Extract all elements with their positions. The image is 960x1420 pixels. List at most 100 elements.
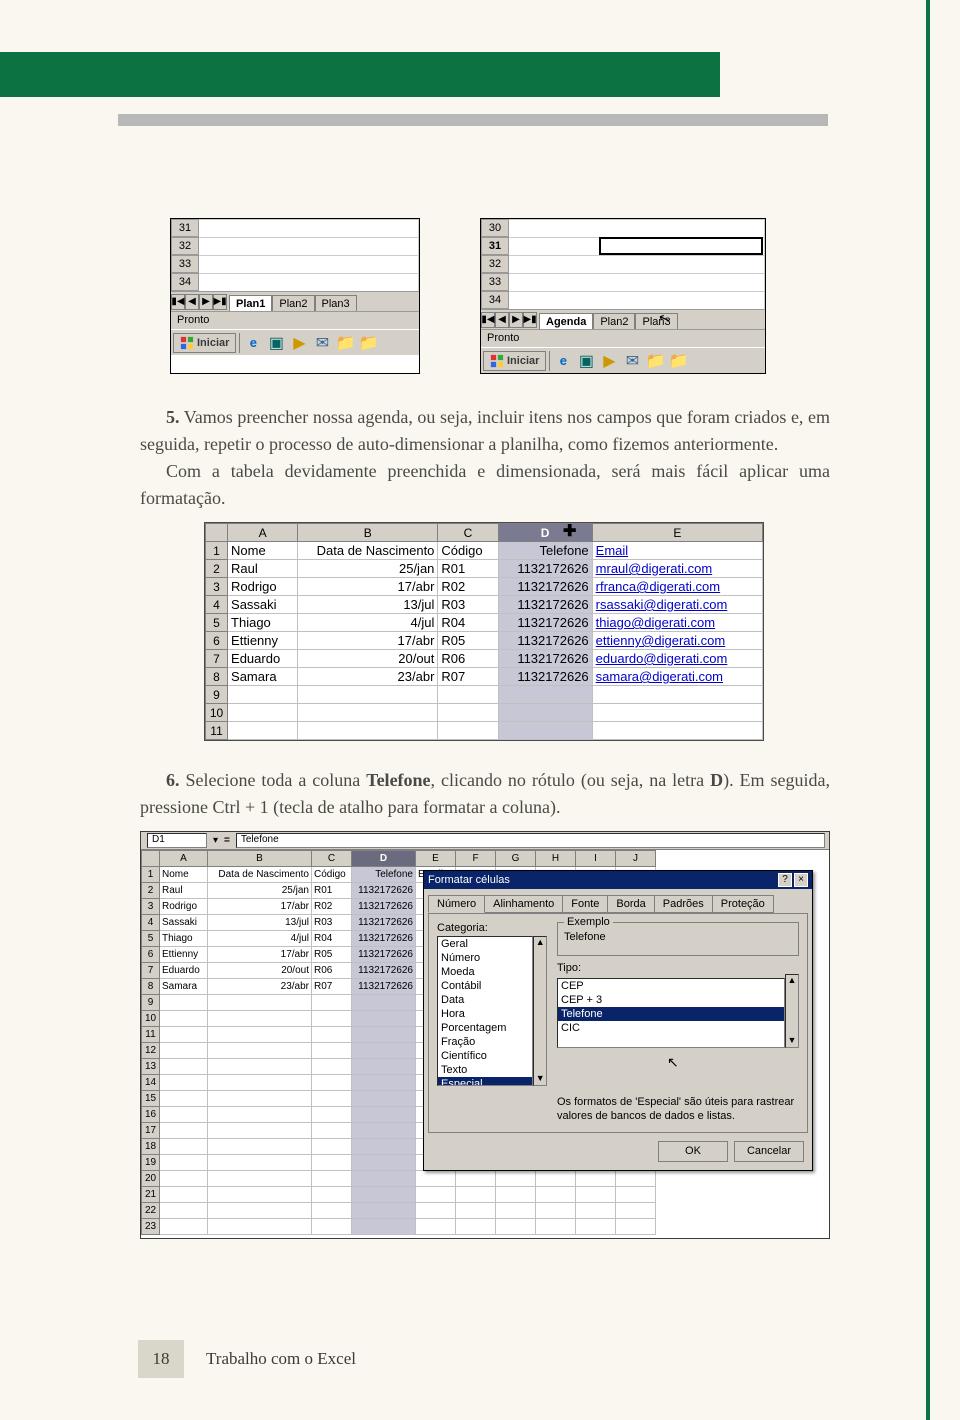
cell[interactable]: Código — [312, 867, 352, 883]
dialog-tab[interactable]: Padrões — [654, 895, 713, 913]
cell[interactable] — [208, 1059, 312, 1075]
cell[interactable]: R03 — [312, 915, 352, 931]
row-header[interactable]: 10 — [206, 704, 228, 722]
cell[interactable] — [208, 1139, 312, 1155]
row-header[interactable]: 8 — [206, 668, 228, 686]
cell[interactable]: R01 — [438, 560, 498, 578]
row-header[interactable]: 7 — [206, 650, 228, 668]
cell[interactable] — [160, 1059, 208, 1075]
cell[interactable]: R07 — [312, 979, 352, 995]
cell[interactable]: R04 — [312, 931, 352, 947]
cell[interactable]: R06 — [312, 963, 352, 979]
row-header[interactable]: 4 — [206, 596, 228, 614]
cell[interactable] — [208, 1123, 312, 1139]
cell[interactable]: 1132172626 — [498, 668, 592, 686]
cell[interactable] — [352, 995, 416, 1011]
col-header[interactable]: E — [592, 524, 762, 542]
tab-nav-buttons-2[interactable]: ▮◀◀▶▶▮ — [481, 312, 537, 328]
cell[interactable]: 13/jul — [298, 596, 438, 614]
cell[interactable]: 1132172626 — [498, 632, 592, 650]
cell[interactable] — [438, 722, 498, 740]
cell[interactable]: 1132172626 — [352, 883, 416, 899]
cell[interactable] — [312, 1027, 352, 1043]
cell[interactable] — [160, 1139, 208, 1155]
cell[interactable] — [228, 704, 298, 722]
folder-icon[interactable]: 📁 — [645, 351, 665, 371]
row-header[interactable]: 2 — [206, 560, 228, 578]
cell[interactable]: Nome — [228, 542, 298, 560]
row-header[interactable]: 34 — [481, 291, 509, 309]
cell[interactable] — [298, 686, 438, 704]
cell[interactable] — [312, 1075, 352, 1091]
cell[interactable]: Telefone — [498, 542, 592, 560]
cell[interactable]: 1132172626 — [498, 650, 592, 668]
cell[interactable]: R02 — [312, 899, 352, 915]
cell[interactable]: 17/abr — [208, 947, 312, 963]
category-item[interactable]: Fração — [438, 1035, 532, 1049]
row-header[interactable]: 1 — [142, 867, 160, 883]
cell[interactable] — [208, 1043, 312, 1059]
cell[interactable]: Telefone — [352, 867, 416, 883]
type-item[interactable]: CIC — [558, 1021, 784, 1035]
category-item[interactable]: Texto — [438, 1063, 532, 1077]
cell[interactable] — [312, 1171, 352, 1187]
category-item[interactable]: Moeda — [438, 965, 532, 979]
cell[interactable]: Ettienny — [160, 947, 208, 963]
cell[interactable]: 1132172626 — [498, 614, 592, 632]
row-header[interactable]: 8 — [142, 979, 160, 995]
cell[interactable] — [352, 1203, 416, 1219]
cell[interactable] — [160, 1043, 208, 1059]
cell[interactable]: 20/out — [298, 650, 438, 668]
cell[interactable] — [498, 722, 592, 740]
col-header[interactable]: B — [208, 851, 312, 867]
category-item[interactable]: Especial — [438, 1077, 532, 1086]
cell[interactable]: mraul@digerati.com — [592, 560, 762, 578]
cell[interactable] — [312, 1203, 352, 1219]
cell[interactable] — [160, 1219, 208, 1235]
dialog-tab[interactable]: Fonte — [562, 895, 608, 913]
taskbar[interactable]: Iniciar e ▣ ▶ ✉ 📁 📁 — [171, 329, 419, 355]
cell[interactable] — [208, 1155, 312, 1171]
category-item[interactable]: Científico — [438, 1049, 532, 1063]
col-header[interactable]: D — [498, 524, 592, 542]
sheet-tabs-2[interactable]: ▮◀◀▶▶▮ Agenda Plan2 Plan3 — [481, 309, 765, 329]
row-header[interactable]: 31 — [171, 219, 199, 237]
cell[interactable]: 1132172626 — [498, 578, 592, 596]
cell[interactable]: 20/out — [208, 963, 312, 979]
cell[interactable]: Sassaki — [228, 596, 298, 614]
category-item[interactable]: Data — [438, 993, 532, 1007]
cell[interactable] — [312, 1091, 352, 1107]
cell[interactable]: 4/jul — [298, 614, 438, 632]
cell[interactable]: rsassaki@digerati.com — [592, 596, 762, 614]
cell[interactable] — [352, 1171, 416, 1187]
col-header[interactable]: C — [312, 851, 352, 867]
cell[interactable] — [160, 1123, 208, 1139]
cell[interactable]: Email — [592, 542, 762, 560]
row-header[interactable]: 13 — [142, 1059, 160, 1075]
dialog-tab[interactable]: Alinhamento — [484, 895, 563, 913]
name-box-field[interactable]: D1 — [147, 833, 207, 848]
cell[interactable] — [160, 1107, 208, 1123]
row-header[interactable]: 11 — [142, 1027, 160, 1043]
cell[interactable] — [160, 1091, 208, 1107]
tab-plan3[interactable]: Plan3 — [315, 295, 357, 311]
category-item[interactable]: Número — [438, 951, 532, 965]
dialog-tab[interactable]: Número — [428, 895, 485, 913]
dialog-close-icon[interactable]: × — [794, 873, 808, 887]
row-header[interactable]: 21 — [142, 1187, 160, 1203]
row-header[interactable]: 30 — [481, 219, 509, 237]
cell[interactable] — [416, 1171, 456, 1187]
folder2-icon[interactable]: 📁 — [358, 333, 378, 353]
col-header[interactable]: H — [536, 851, 576, 867]
row-header[interactable]: 12 — [142, 1043, 160, 1059]
cell[interactable] — [208, 1203, 312, 1219]
cell[interactable] — [208, 1171, 312, 1187]
tab-agenda[interactable]: Agenda — [539, 313, 593, 329]
row-header[interactable]: 5 — [142, 931, 160, 947]
type-listbox[interactable]: CEPCEP + 3TelefoneCIC — [557, 978, 785, 1048]
cell[interactable]: 1132172626 — [352, 931, 416, 947]
cell[interactable]: R01 — [312, 883, 352, 899]
tab-plan1[interactable]: Plan1 — [229, 295, 272, 311]
cell[interactable] — [352, 1091, 416, 1107]
row-header[interactable]: 6 — [142, 947, 160, 963]
